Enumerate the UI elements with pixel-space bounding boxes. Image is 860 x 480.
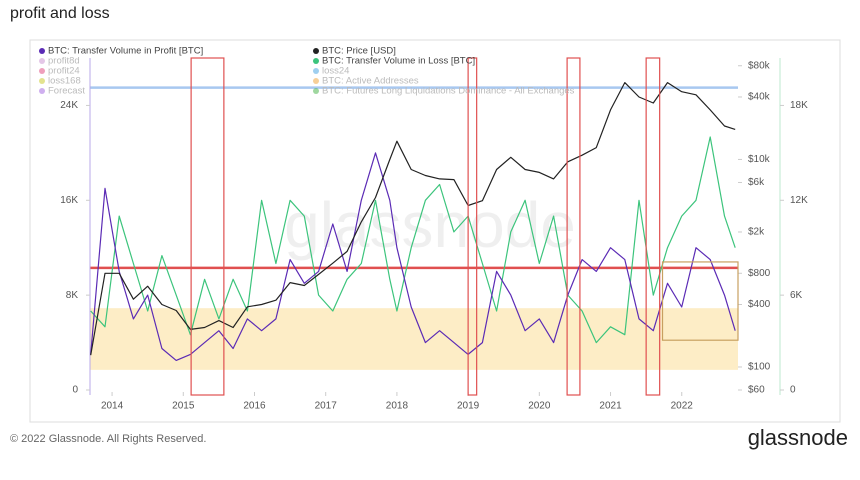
y2-tick-label: $60 [748, 385, 765, 396]
chart-title: profit and loss [10, 5, 110, 22]
y-tick-label: 0 [72, 385, 78, 396]
legend-swatch [313, 58, 319, 64]
y2-tick-label: $800 [748, 268, 771, 279]
x-tick-label: 2014 [101, 401, 124, 412]
highlight [645, 57, 661, 396]
legend-label: BTC: Transfer Volume in Loss [BTC] [322, 56, 475, 67]
y-tick-label: 16K [60, 195, 78, 206]
highlight [467, 57, 478, 396]
chart-frame [29, 39, 841, 423]
series-line [90, 152, 736, 361]
legend-label: profit8d [48, 56, 80, 67]
legend-swatch [39, 68, 45, 74]
legend-label: loss168 [48, 76, 81, 87]
legend-label: BTC: Price [USD] [322, 46, 396, 57]
legend-label: BTC: Transfer Volume in Profit [BTC] [48, 46, 203, 57]
y2-tick-label: $100 [748, 362, 771, 373]
x-tick-label: 2018 [386, 401, 409, 412]
x-tick-label: 2021 [599, 401, 622, 412]
y-tick-label: 24K [60, 100, 78, 111]
y2-tick-label: $400 [748, 299, 771, 310]
series-line [90, 82, 736, 356]
x-tick-label: 2019 [457, 401, 480, 412]
y2-tick-label: $2k [748, 227, 765, 238]
y-tick-label: 8K [66, 290, 79, 301]
legend-label: profit24 [48, 66, 80, 77]
band [90, 308, 738, 370]
y2-tick-label: $6k [748, 177, 765, 188]
legend-swatch [313, 68, 319, 74]
footer: © 2022 Glassnode. All Rights Reserved. [10, 433, 206, 445]
y3-tick-label: 0 [790, 385, 796, 396]
legend-swatch [313, 48, 319, 54]
y2-tick-label: $40k [748, 92, 771, 103]
legend-swatch [39, 58, 45, 64]
legend-swatch [39, 48, 45, 54]
x-tick-label: 2020 [528, 401, 551, 412]
highlight [566, 57, 581, 396]
x-tick-label: 2016 [243, 401, 266, 412]
y3-tick-label: 6K [790, 290, 803, 301]
x-tick-label: 2022 [671, 401, 694, 412]
legend-swatch [313, 78, 319, 84]
legend-label: BTC: Active Addresses [322, 76, 419, 87]
legend-swatch [313, 88, 319, 94]
legend-label: BTC: Futures Long Liquidations Dominance… [322, 86, 575, 97]
legend-swatch [39, 88, 45, 94]
y3-tick-label: 12K [790, 195, 808, 206]
x-tick-label: 2017 [315, 401, 338, 412]
box [661, 261, 739, 341]
y2-tick-label: $10k [748, 154, 771, 165]
legend-label: loss24 [322, 66, 349, 77]
y2-tick-label: $80k [748, 60, 771, 71]
legend-label: Forecast [48, 86, 85, 97]
watermark: glassnode [284, 189, 576, 261]
x-tick-label: 2015 [172, 401, 195, 412]
highlight [190, 57, 225, 396]
legend-swatch [39, 78, 45, 84]
series-line [90, 136, 736, 344]
y3-tick-label: 18K [790, 100, 808, 111]
logo: glassnode [748, 425, 848, 450]
